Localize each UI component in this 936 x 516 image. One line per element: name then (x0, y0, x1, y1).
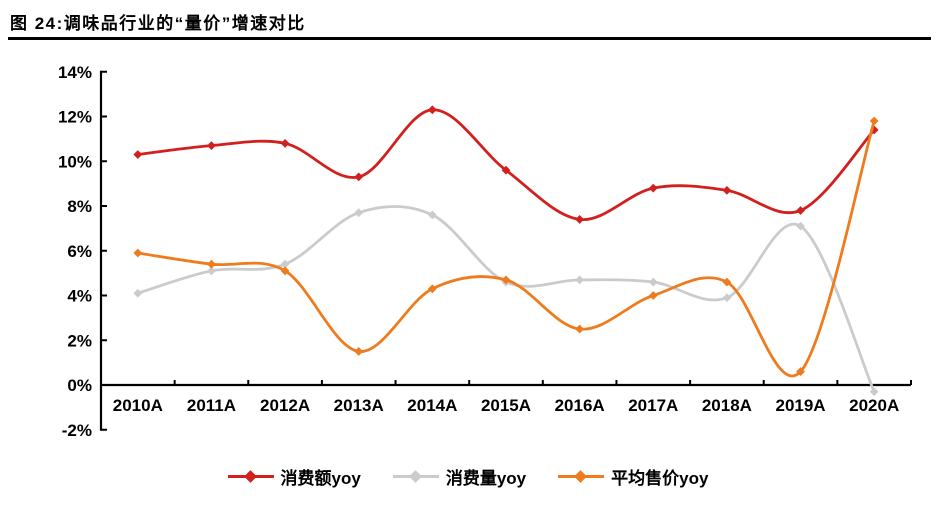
legend-item: 消费额yoy (227, 464, 361, 489)
data-point-marker (354, 172, 364, 182)
y-axis-label: 0% (67, 376, 92, 395)
data-point-marker (280, 138, 290, 148)
x-axis-label: 2014A (407, 396, 457, 415)
chart-legend: 消费额yoy 消费量yoy 平均售价yoy (0, 464, 936, 489)
data-point-marker (722, 185, 732, 195)
x-axis-label: 2020A (849, 396, 899, 415)
data-point-marker (427, 105, 437, 115)
figure-title: 图 24:调味品行业的“量价”增速对比 (10, 14, 306, 33)
legend-label: 消费额yoy (280, 469, 361, 488)
data-point-marker (796, 206, 805, 215)
data-point-marker (796, 367, 805, 376)
title-underline (8, 37, 931, 40)
series-line-2 (136, 205, 876, 394)
y-axis-label: 14% (58, 63, 92, 82)
data-point-marker (722, 277, 732, 287)
data-point-marker (575, 324, 585, 334)
y-axis-label: 4% (67, 287, 92, 306)
y-axis-label: -2% (62, 421, 92, 440)
data-point-marker (280, 266, 290, 276)
line-chart: 14% 12% 10% 8% 6% 4% 2% 0% -2% 2010A 2011A 2012A 201… (58, 63, 912, 440)
data-point-marker (427, 284, 437, 294)
x-axis-label: 2019A (775, 396, 825, 415)
series-line-3 (136, 119, 876, 378)
data-point-marker (133, 150, 143, 159)
data-point-marker (796, 221, 805, 231)
data-point-marker (575, 275, 585, 285)
data-point-marker (648, 277, 658, 287)
y-axis-label: 12% (58, 108, 92, 127)
data-point-marker (207, 141, 216, 150)
data-point-marker (648, 183, 658, 193)
x-axis-label: 2011A (187, 396, 236, 415)
x-axis-label: 2015A (481, 396, 531, 415)
x-axis-label: 2018A (702, 396, 752, 415)
data-point-marker (648, 291, 658, 300)
legend-line-marker-icon (558, 470, 605, 483)
x-axis-label: 2012A (260, 396, 310, 415)
x-axis-label: 2013A (334, 396, 384, 415)
data-point-marker (501, 165, 511, 175)
data-point-marker (427, 210, 437, 220)
legend-line-marker-icon (227, 470, 274, 483)
legend-label: 消费量yoy (445, 469, 527, 488)
data-point-marker (575, 215, 585, 224)
data-point-marker (133, 248, 143, 258)
data-point-marker (501, 275, 511, 285)
x-axis-label: 2016A (555, 396, 605, 415)
data-point-marker (354, 208, 364, 218)
legend-line-marker-icon (392, 470, 439, 483)
y-axis-label: 6% (67, 242, 92, 261)
data-point-marker (722, 293, 732, 303)
data-point-marker (869, 116, 879, 126)
x-axis-label: 2010A (113, 396, 163, 415)
data-point-marker (354, 347, 364, 356)
data-point-marker (869, 387, 879, 397)
y-axis-label: 2% (67, 331, 92, 350)
legend-item: 平均售价yoy (558, 464, 708, 489)
legend-label: 平均售价yoy (611, 469, 709, 488)
data-point-marker (207, 259, 216, 269)
x-axis-label: 2017A (628, 396, 678, 415)
data-point-marker (133, 288, 143, 298)
data-point-marker (280, 259, 290, 269)
y-axis-label: 10% (58, 152, 92, 171)
data-point-marker (207, 266, 216, 276)
y-axis-label: 8% (67, 197, 92, 216)
legend-item: 消费量yoy (392, 464, 527, 489)
series-line-1 (136, 108, 876, 221)
